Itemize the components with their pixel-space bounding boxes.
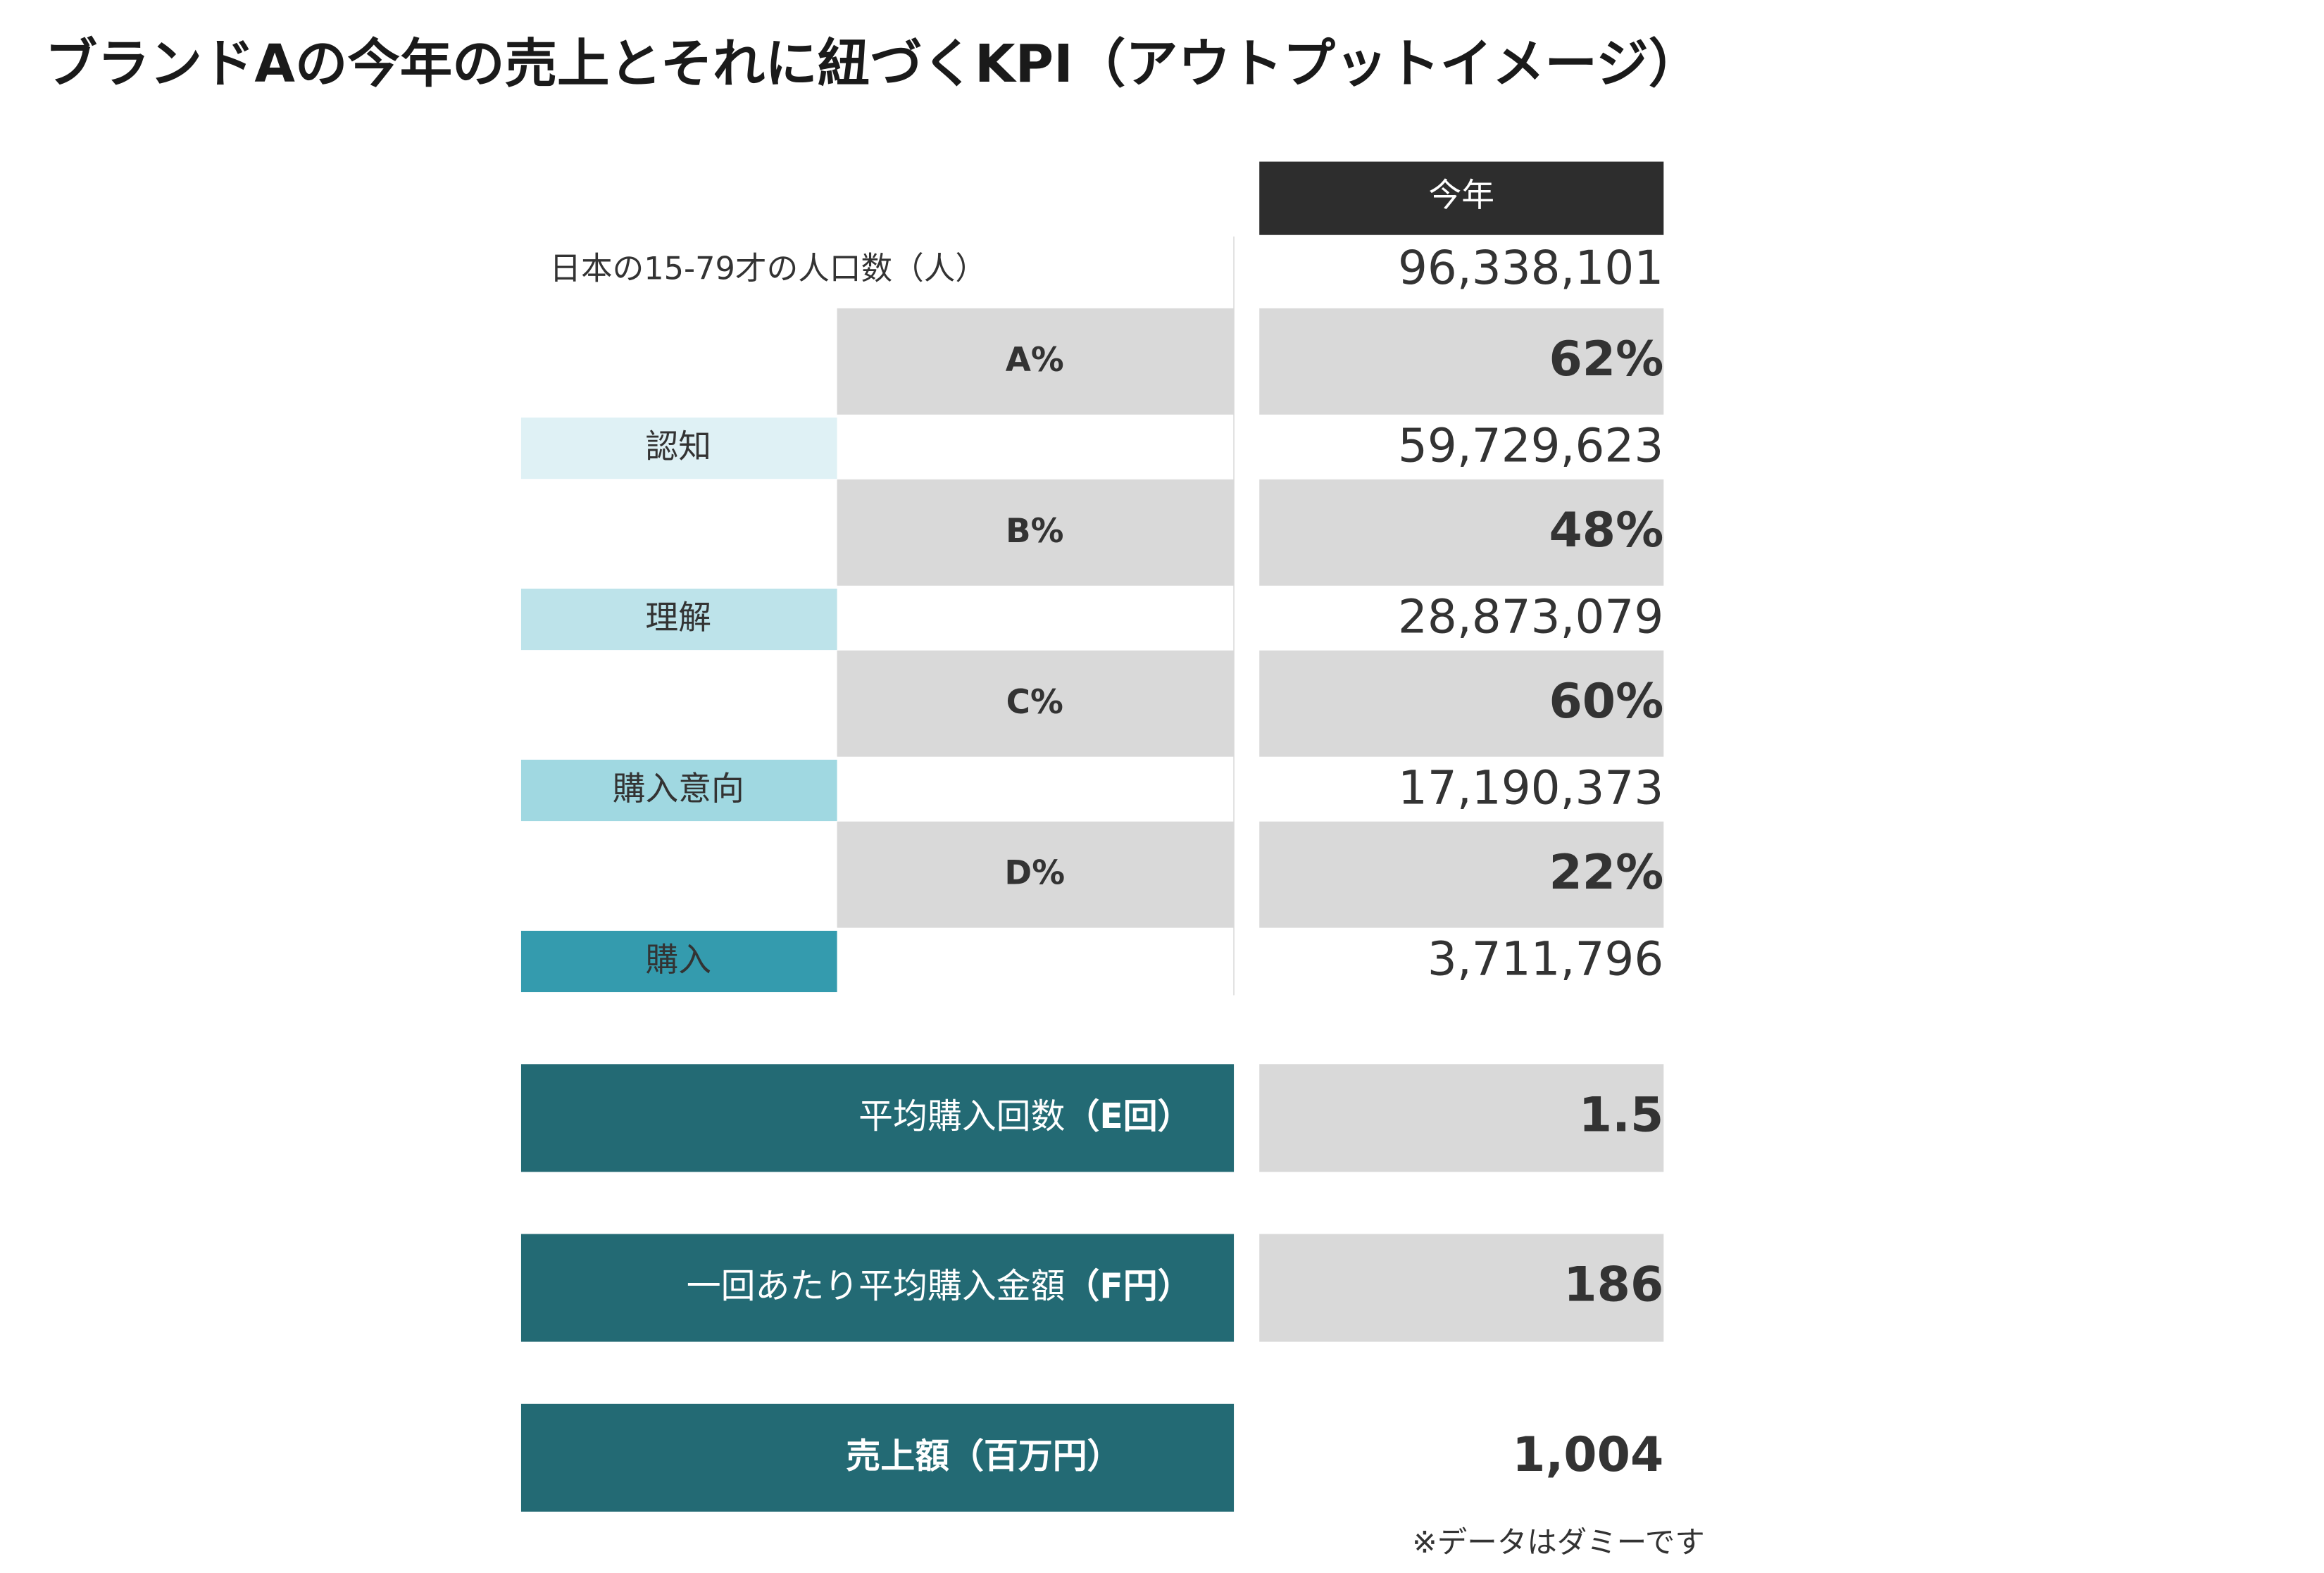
stage-value: 59,729,623 — [1398, 419, 1663, 473]
header-box — [1259, 161, 1664, 235]
kpi-value-box — [1259, 1234, 1664, 1342]
rate-label-box — [837, 650, 1235, 757]
rate-label: A% — [1006, 341, 1064, 380]
stage: 理解 — [645, 599, 711, 637]
kpi-value: 1,004 — [1512, 1427, 1663, 1483]
stage: 購入意向 — [613, 770, 744, 808]
stage-box — [520, 930, 837, 993]
rate: 62% — [1549, 332, 1663, 387]
header: 今年 — [1428, 177, 1494, 215]
kpi-label: 一回あたり平均購入金額（F円） — [687, 1266, 1192, 1306]
rate-box — [1259, 479, 1664, 586]
base-value: 96,338,101 — [1398, 241, 1663, 295]
rate: 48% — [1549, 503, 1663, 558]
kpi-unit: （E回） — [1065, 1096, 1192, 1136]
kpi-label-text: 一回あたり平均購入金額 — [687, 1266, 1066, 1306]
stage-value: 17,190,373 — [1398, 761, 1663, 815]
base-label: 日本の15-79才の人口数（人） — [549, 251, 987, 287]
rate: 22% — [1549, 845, 1663, 901]
stage-value: 3,711,796 — [1427, 932, 1663, 986]
stage-box — [520, 418, 837, 480]
rate: 60% — [1549, 674, 1663, 729]
kpi-value: 186 — [1563, 1258, 1663, 1313]
footnote: ※データはダミーです — [1412, 1526, 1705, 1560]
kpi-value-box — [1259, 1064, 1664, 1172]
stage: 購入 — [645, 941, 711, 979]
kpi-label: 売上額（百万円） — [846, 1436, 1121, 1476]
stage-box — [520, 588, 837, 651]
kpi-label-text: 売上額（百万円） — [846, 1436, 1121, 1476]
kpi-label-text: 平均購入回数 — [858, 1096, 1065, 1136]
stage-value: 28,873,079 — [1398, 590, 1663, 644]
rate-label: D% — [1004, 855, 1065, 893]
rate-label-box — [837, 821, 1235, 928]
stage-box — [520, 759, 837, 822]
rate-label: B% — [1006, 513, 1064, 551]
rate-label-box — [837, 479, 1235, 586]
kpi-label-box — [520, 1234, 1235, 1342]
rate-label-box — [837, 308, 1235, 415]
rate-box — [1259, 308, 1664, 415]
stage: 認知 — [645, 428, 711, 466]
rate-box — [1259, 650, 1664, 757]
kpi-label-box — [520, 1403, 1235, 1512]
kpi-unit: （F円） — [1065, 1266, 1192, 1306]
rate-box — [1259, 821, 1664, 928]
kpi-label: 平均購入回数（E回） — [858, 1096, 1192, 1136]
kpi-label-box — [520, 1064, 1235, 1172]
kpi-value: 1.5 — [1579, 1087, 1664, 1143]
rate-label: C% — [1006, 684, 1063, 722]
title: ブランドAの今年の売上とそれに紐づくKPI（アウトプットイメージ） — [45, 33, 1701, 94]
